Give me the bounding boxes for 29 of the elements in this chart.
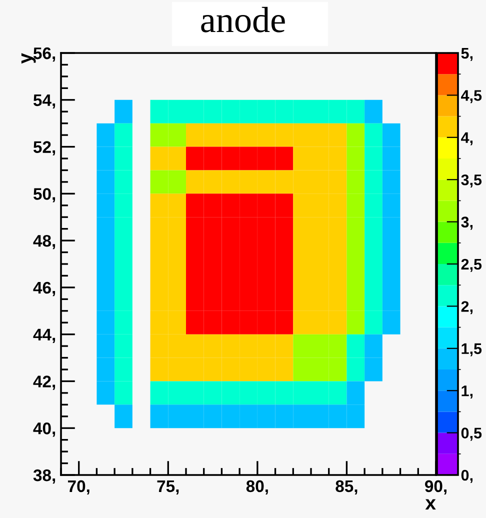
color-bar-label: 3,5 <box>461 174 482 188</box>
y-axis-title: y <box>21 53 36 64</box>
y-tick-label: 46, <box>33 282 56 296</box>
y-tick-label: 48, <box>33 234 56 250</box>
color-bar-label: 3, <box>461 216 472 230</box>
color-bar-label: 2,5 <box>461 258 482 272</box>
x-tick-label: 75, <box>157 480 179 495</box>
color-bar-label: 4,5 <box>461 90 482 104</box>
chart-title: anode <box>201 6 285 32</box>
y-tick-label: 42, <box>33 376 56 390</box>
color-bar-label: 0, <box>461 470 472 483</box>
y-tick-label: 44, <box>33 328 56 343</box>
x-tick-label: 80, <box>246 480 268 495</box>
y-tick-label: 54, <box>33 94 56 109</box>
y-tick-label: 56, <box>33 47 56 62</box>
x-axis-title: x <box>425 499 436 510</box>
color-bar-label: 0,5 <box>461 428 482 441</box>
y-tick-label: 50, <box>33 188 56 202</box>
y-tick-label: 52, <box>33 141 56 156</box>
color-bar-label: 4, <box>461 132 472 146</box>
x-tick-label: 70, <box>68 480 90 495</box>
y-tick-label: 40, <box>33 422 56 437</box>
color-bar-label: 2, <box>461 301 472 314</box>
x-tick-label: 85, <box>336 480 358 495</box>
y-tick-label: 38, <box>33 469 56 484</box>
color-bar-label: 1,5 <box>462 343 482 356</box>
color-bar-label: 5, <box>461 48 472 61</box>
x-tick-label: 90, <box>424 480 446 495</box>
color-bar-label: 1, <box>462 386 472 398</box>
